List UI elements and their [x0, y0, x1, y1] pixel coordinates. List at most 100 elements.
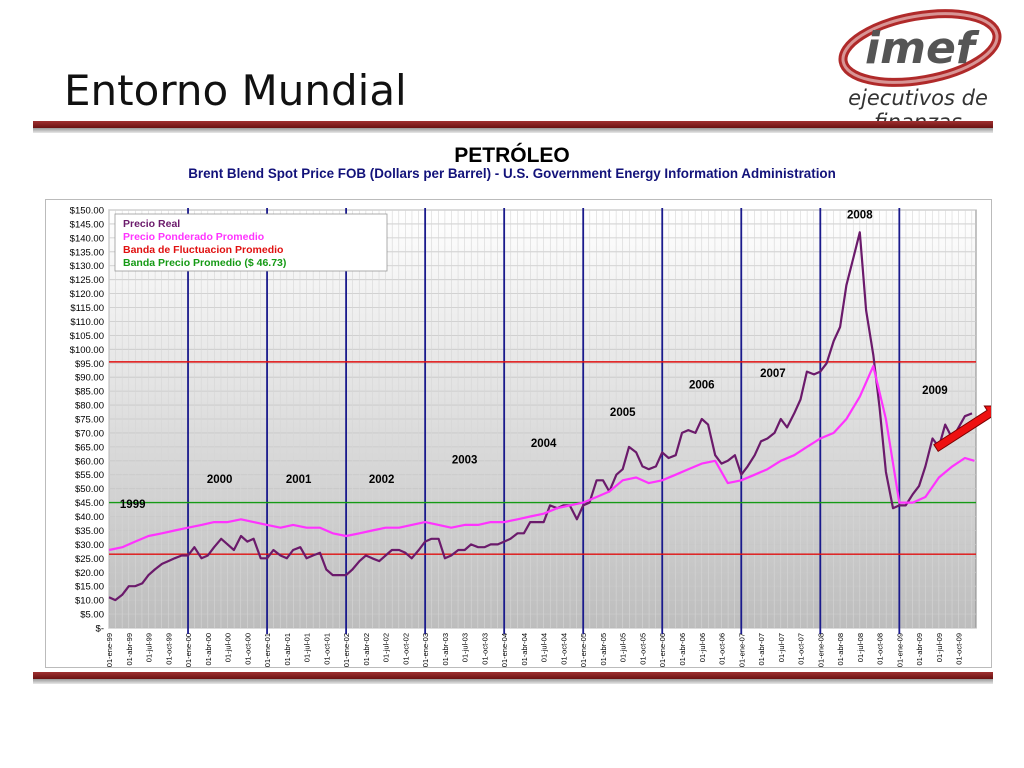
y-tick-label: $30.00	[75, 540, 104, 551]
header-accent-bar	[33, 121, 993, 128]
footer-accent-bar	[33, 672, 993, 679]
y-tick-label: $125.00	[70, 275, 104, 286]
chart-subtitle: Brent Blend Spot Price FOB (Dollars per …	[188, 166, 836, 181]
year-label: 2004	[531, 438, 557, 450]
y-tick-label: $135.00	[70, 247, 104, 258]
chart-title: PETRÓLEO	[454, 144, 570, 167]
x-tick-label: 01-ene-03	[421, 633, 430, 667]
y-tick-label: $95.00	[75, 359, 104, 370]
x-tick-label: 01-jul-02	[382, 633, 391, 662]
year-label: 2009	[922, 385, 948, 397]
x-tick-label: 01-oct-02	[401, 633, 410, 665]
legend-entry: Precio Real	[123, 218, 180, 230]
x-tick-label: 01-abr-02	[362, 633, 371, 666]
x-tick-label: 01-jul-06	[698, 633, 707, 662]
legend-box	[114, 213, 388, 272]
y-tick-label: $50.00	[75, 484, 104, 495]
y-tick-label: $80.00	[75, 401, 104, 412]
y-tick-label: $5.00	[80, 610, 104, 621]
y-tick-label: $55.00	[75, 470, 104, 481]
x-tick-label: 01-abr-08	[836, 633, 845, 666]
x-tick-label: 01-oct-00	[243, 633, 252, 665]
y-tick-label: $-	[96, 624, 104, 635]
x-tick-label: 01-abr-00	[204, 633, 213, 666]
year-label: 2003	[452, 455, 478, 467]
x-tick-label: 01-jul-08	[856, 633, 865, 662]
imef-logo-mark: imef	[838, 9, 1002, 87]
legend-entry: Banda Precio Promedio ($ 46.73)	[123, 257, 286, 269]
legend-entry: Precio Ponderado Promedio	[123, 231, 264, 243]
year-label: 2008	[847, 209, 873, 221]
y-tick-label: $60.00	[75, 456, 104, 467]
x-tick-label: 01-ene-01	[263, 633, 272, 667]
y-tick-label: $110.00	[70, 317, 104, 328]
x-tick-label: 01-oct-07	[797, 633, 806, 665]
x-tick-label: 01-jul-07	[777, 633, 786, 662]
year-label: 2007	[760, 368, 786, 380]
x-tick-label: 01-abr-06	[678, 633, 687, 666]
x-tick-label: 01-oct-09	[955, 633, 964, 665]
x-tick-label: 01-ene-08	[816, 633, 825, 667]
y-tick-label: $25.00	[75, 554, 104, 565]
x-tick-label: 01-ene-04	[500, 633, 509, 667]
x-tick-label: 01-jul-05	[619, 633, 628, 662]
year-label: 2005	[610, 407, 636, 419]
y-tick-label: $90.00	[75, 373, 104, 384]
year-label: 2002	[369, 474, 395, 486]
x-tick-label: 01-ene-06	[658, 633, 667, 667]
footer-shadow-bar	[33, 679, 993, 684]
x-tick-label: 01-ene-05	[579, 633, 588, 667]
x-tick-label: 01-abr-01	[283, 633, 292, 666]
y-tick-label: $45.00	[75, 498, 104, 509]
y-tick-label: $35.00	[75, 526, 104, 537]
x-tick-label: 01-oct-03	[480, 633, 489, 665]
x-tick-label: 01-abr-99	[125, 633, 134, 666]
x-tick-label: 01-oct-04	[559, 633, 568, 665]
x-tick-label: 01-abr-04	[520, 633, 529, 666]
x-tick-label: 01-jul-03	[461, 633, 470, 662]
y-tick-label: $105.00	[70, 331, 104, 342]
x-tick-label: 01-abr-05	[599, 633, 608, 666]
x-tick-label: 01-jul-04	[540, 633, 549, 662]
y-tick-label: $100.00	[70, 345, 104, 356]
y-tick-label: $15.00	[75, 582, 104, 593]
x-tick-label: 01-ene-99	[105, 633, 114, 667]
x-tick-label: 01-oct-99	[164, 633, 173, 665]
year-label: 1999	[120, 499, 146, 511]
header-shadow-bar	[33, 128, 993, 133]
year-label: 2000	[207, 474, 233, 486]
y-tick-label: $85.00	[75, 387, 104, 398]
x-tick-label: 01-ene-00	[184, 633, 193, 667]
y-tick-label: $140.00	[70, 233, 104, 244]
y-tick-label: $70.00	[75, 428, 104, 439]
y-tick-label: $115.00	[70, 303, 104, 314]
precio-ponderado-line	[108, 365, 975, 552]
y-tick-label: $40.00	[75, 512, 104, 523]
y-tick-label: $120.00	[70, 289, 104, 300]
chart-frame: $- $5.00 $10.00 $15.00 $20.00 $25.00 $30.00 $35…	[45, 199, 992, 668]
x-tick-label: 01-abr-03	[441, 633, 450, 666]
x-tick-label: 01-ene-02	[342, 633, 351, 667]
x-tick-label: 01-oct-08	[876, 633, 885, 665]
x-tick-label: 01-abr-07	[757, 633, 766, 666]
imef-logo: imef ejecutivos de finanzas	[818, 8, 1018, 134]
y-tick-label: $65.00	[75, 442, 104, 453]
x-tick-label: 01-jul-99	[145, 633, 154, 662]
trend-arrow-icon	[933, 405, 991, 453]
x-tick-label: 01-ene-07	[737, 633, 746, 667]
y-tick-label: $130.00	[70, 261, 104, 272]
x-tick-label: 01-ene-09	[895, 633, 904, 667]
y-tick-label: $10.00	[75, 596, 104, 607]
slide-title: Entorno Mundial	[64, 66, 407, 115]
y-tick-label: $20.00	[75, 568, 104, 579]
year-label: 2001	[286, 474, 312, 486]
oil-price-chart: $- $5.00 $10.00 $15.00 $20.00 $25.00 $30.00 $35…	[70, 206, 991, 667]
x-tick-label: 01-oct-06	[718, 633, 727, 665]
y-tick-label: $150.00	[70, 206, 104, 217]
x-tick-label: 01-oct-01	[322, 633, 331, 665]
y-tick-label: $145.00	[70, 219, 104, 230]
precio-real-line	[108, 231, 973, 602]
x-tick-label: 01-jul-01	[303, 633, 312, 662]
x-tick-label: 01-oct-05	[638, 633, 647, 665]
x-tick-label: 01-jul-00	[224, 633, 233, 662]
